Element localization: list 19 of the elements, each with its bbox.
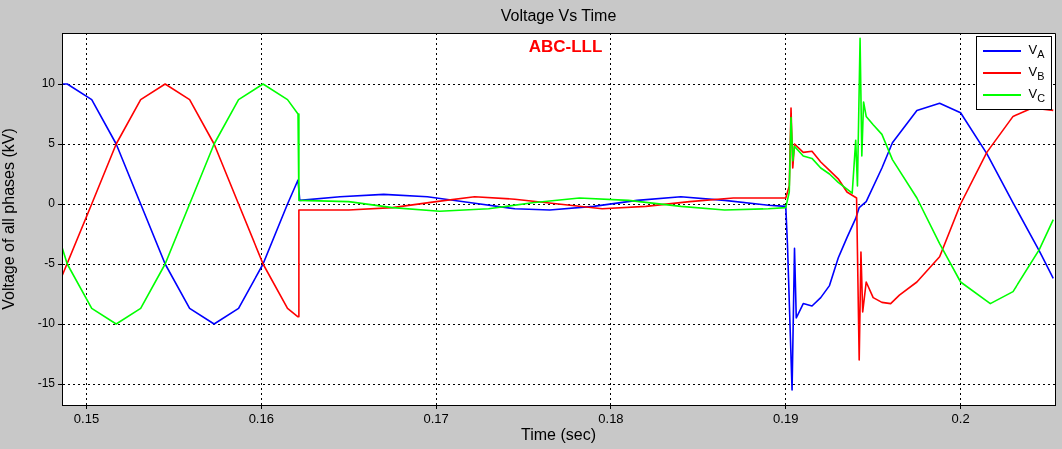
x-tick-label: 0.18 <box>598 411 624 427</box>
x-tick-label: 0.17 <box>423 411 449 427</box>
y-tick-label: 0 <box>48 196 56 211</box>
legend-label: V$_{C}$ <box>1028 86 1045 104</box>
y-tick-label: 5 <box>48 136 56 151</box>
chart-title: Voltage Vs Time <box>500 7 617 25</box>
y-tick-label: -15 <box>37 376 56 391</box>
legend-label: V$_{A}$ <box>1028 42 1045 60</box>
y-tick-label: -5 <box>44 256 56 271</box>
x-tick-label: 0.2 <box>951 411 970 427</box>
x-tick-label: 0.19 <box>773 411 799 427</box>
x-tick-label: 0.15 <box>73 411 100 427</box>
x-axis-title: Time (sec) <box>521 425 596 443</box>
y-tick-label: -10 <box>37 316 56 331</box>
y-axis-title: Voltage of all phases (kV) <box>0 128 18 310</box>
y-tick-label: 10 <box>41 76 56 91</box>
legend-label: V$_{B}$ <box>1028 64 1045 82</box>
x-tick-label: 0.16 <box>248 411 274 427</box>
annotation: ABC-LLL <box>528 37 603 57</box>
